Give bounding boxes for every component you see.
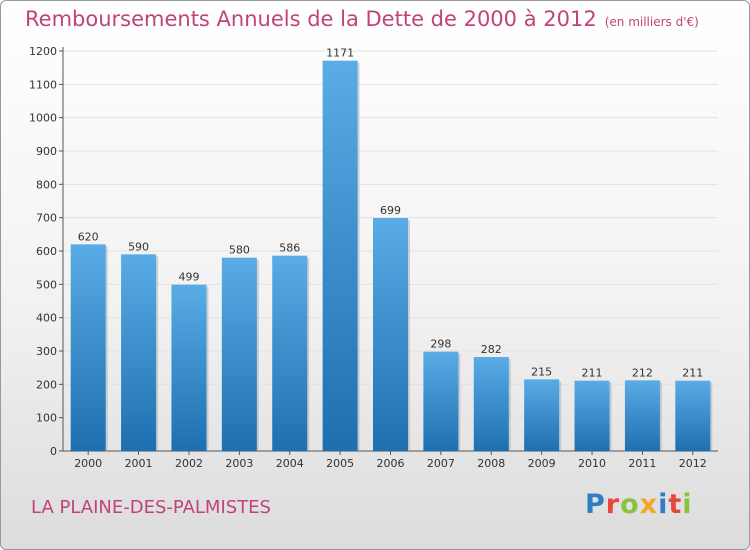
x-tick-label: 2003 [225,457,253,470]
logo-letter: t [668,489,683,520]
logo-letter: r [605,489,621,520]
bar-value-label: 211 [682,367,703,380]
bar [373,218,408,451]
y-tick-label: 900 [36,145,57,158]
bar [221,257,257,451]
x-tick-label: 2000 [74,457,102,470]
y-tick-label: 400 [36,312,57,325]
bar-value-label: 212 [632,366,653,379]
y-tick-label: 1000 [29,112,57,125]
x-tick-label: 2005 [326,457,354,470]
bar [171,284,207,451]
y-tick-label: 1100 [29,78,57,91]
bar [423,351,459,451]
logo-letter: x [639,489,659,520]
bar [322,60,358,452]
bar-value-label: 298 [430,338,451,351]
bar-value-label: 580 [229,244,250,257]
x-tick-label: 2001 [125,457,153,470]
y-tick-label: 600 [36,245,57,258]
x-tick-label: 2012 [679,457,707,470]
y-tick-label: 700 [36,212,57,225]
bar-value-label: 499 [178,271,199,284]
logo-letter: P [585,489,606,520]
y-tick-label: 1200 [29,45,57,58]
bar [624,380,660,451]
bar-value-label: 620 [78,230,99,243]
x-tick-label: 2008 [477,457,505,470]
y-tick-label: 100 [36,412,57,425]
bar-value-label: 215 [531,365,552,378]
bar-value-label: 586 [279,242,300,255]
chart-title: Remboursements Annuels de la Dette de 20… [25,7,699,31]
logo-letter: o [620,489,640,520]
logo-letter: i [682,489,693,520]
x-tick-label: 2004 [276,457,304,470]
bar-value-label: 699 [380,204,401,217]
bar-value-label: 211 [582,367,603,380]
bar [121,254,157,451]
bar [272,255,308,451]
bar-value-label: 282 [481,343,502,356]
x-tick-label: 2011 [628,457,656,470]
y-tick-label: 800 [36,178,57,191]
y-tick-label: 500 [36,278,57,291]
city-name: LA PLAINE-DES-PALMISTES [31,497,271,518]
x-tick-label: 2006 [377,457,405,470]
bar [524,379,560,451]
x-tick-label: 2009 [528,457,556,470]
chart-unit: (en milliers d'€) [604,15,699,29]
bar-value-label: 1171 [326,47,354,60]
y-tick-label: 200 [36,378,57,391]
x-tick-label: 2010 [578,457,606,470]
bar-value-label: 590 [128,240,149,253]
y-tick-label: 300 [36,345,57,358]
bar [574,380,610,451]
proxiti-logo[interactable]: Proxiti [585,489,693,520]
chart-title-text: Remboursements Annuels de la Dette de 20… [25,7,597,31]
logo-letter: i [658,489,669,520]
bar [473,357,509,451]
bar [675,380,711,451]
bar [70,244,106,451]
x-tick-label: 2002 [175,457,203,470]
x-tick-label: 2007 [427,457,455,470]
y-tick-label: 0 [50,445,57,458]
